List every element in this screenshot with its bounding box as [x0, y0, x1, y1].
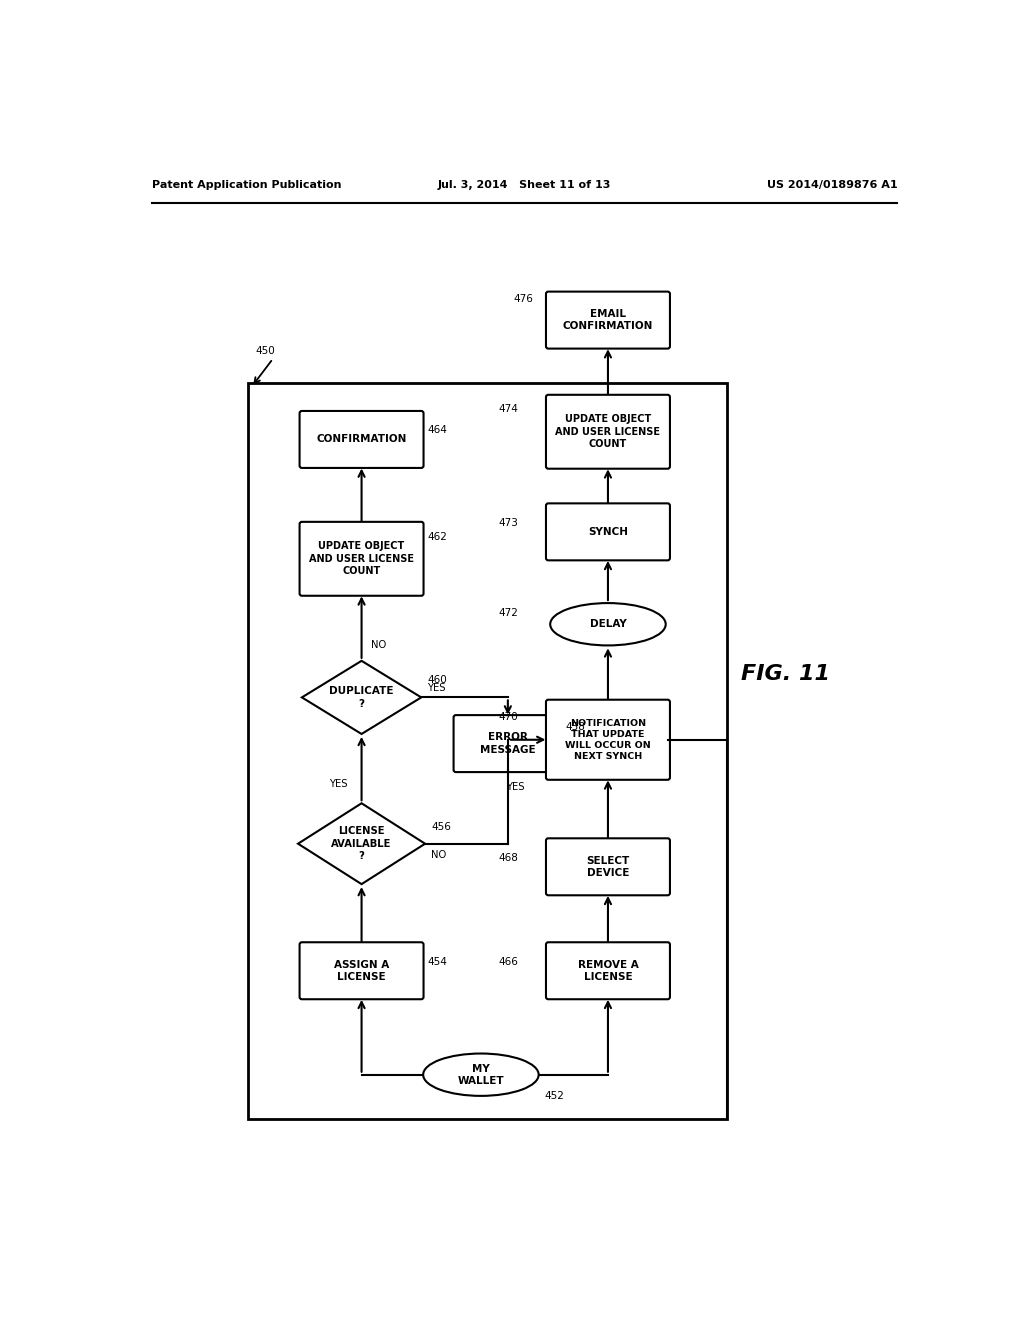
Text: SYNCH: SYNCH [588, 527, 628, 537]
Text: EMAIL
CONFIRMATION: EMAIL CONFIRMATION [563, 309, 653, 331]
FancyBboxPatch shape [546, 503, 670, 561]
Text: NO: NO [431, 850, 446, 861]
Text: 473: 473 [499, 517, 518, 528]
FancyBboxPatch shape [546, 395, 670, 469]
FancyBboxPatch shape [300, 942, 424, 999]
Ellipse shape [550, 603, 666, 645]
Text: SELECT
DEVICE: SELECT DEVICE [587, 855, 630, 878]
Text: US 2014/0189876 A1: US 2014/0189876 A1 [767, 180, 897, 190]
Text: DUPLICATE
?: DUPLICATE ? [330, 686, 394, 709]
Text: 468: 468 [499, 853, 518, 862]
Text: 462: 462 [427, 532, 447, 543]
FancyBboxPatch shape [300, 521, 424, 595]
FancyBboxPatch shape [546, 942, 670, 999]
Text: 454: 454 [427, 957, 447, 966]
Polygon shape [302, 661, 421, 734]
FancyBboxPatch shape [546, 838, 670, 895]
Text: 456: 456 [431, 822, 452, 832]
Text: CONFIRMATION: CONFIRMATION [316, 434, 407, 445]
Text: UPDATE OBJECT
AND USER LICENSE
COUNT: UPDATE OBJECT AND USER LICENSE COUNT [309, 541, 414, 577]
Text: LICENSE
AVAILABLE
?: LICENSE AVAILABLE ? [332, 826, 392, 861]
Text: YES: YES [329, 779, 348, 789]
FancyBboxPatch shape [546, 292, 670, 348]
Text: FIG. 11: FIG. 11 [740, 664, 829, 684]
Text: 458: 458 [565, 722, 586, 731]
Text: 474: 474 [499, 404, 518, 413]
FancyBboxPatch shape [546, 700, 670, 780]
Text: 460: 460 [427, 676, 447, 685]
Bar [248, 383, 727, 1119]
Text: Jul. 3, 2014   Sheet 11 of 13: Jul. 3, 2014 Sheet 11 of 13 [438, 180, 611, 190]
Text: ASSIGN A
LICENSE: ASSIGN A LICENSE [334, 960, 389, 982]
Text: 464: 464 [427, 425, 447, 436]
Text: NOTIFICATION
THAT UPDATE
WILL OCCUR ON
NEXT SYNCH: NOTIFICATION THAT UPDATE WILL OCCUR ON N… [565, 718, 651, 760]
Text: MY
WALLET: MY WALLET [458, 1064, 504, 1086]
Polygon shape [298, 804, 425, 884]
Text: YES: YES [427, 684, 445, 693]
Text: UPDATE OBJECT
AND USER LICENSE
COUNT: UPDATE OBJECT AND USER LICENSE COUNT [555, 414, 660, 449]
Text: NO: NO [371, 640, 386, 651]
Text: 466: 466 [499, 957, 518, 966]
Text: REMOVE A
LICENSE: REMOVE A LICENSE [578, 960, 638, 982]
FancyBboxPatch shape [300, 411, 424, 469]
Text: 450: 450 [255, 346, 275, 356]
Text: Patent Application Publication: Patent Application Publication [153, 180, 342, 190]
Text: ERROR
MESSAGE: ERROR MESSAGE [480, 733, 536, 755]
Text: YES: YES [506, 781, 525, 792]
Text: 476: 476 [514, 293, 534, 304]
Text: DELAY: DELAY [590, 619, 627, 630]
Text: 452: 452 [545, 1092, 564, 1101]
Ellipse shape [423, 1053, 539, 1096]
FancyBboxPatch shape [454, 715, 562, 772]
Text: 472: 472 [499, 607, 518, 618]
Text: 470: 470 [499, 711, 518, 722]
